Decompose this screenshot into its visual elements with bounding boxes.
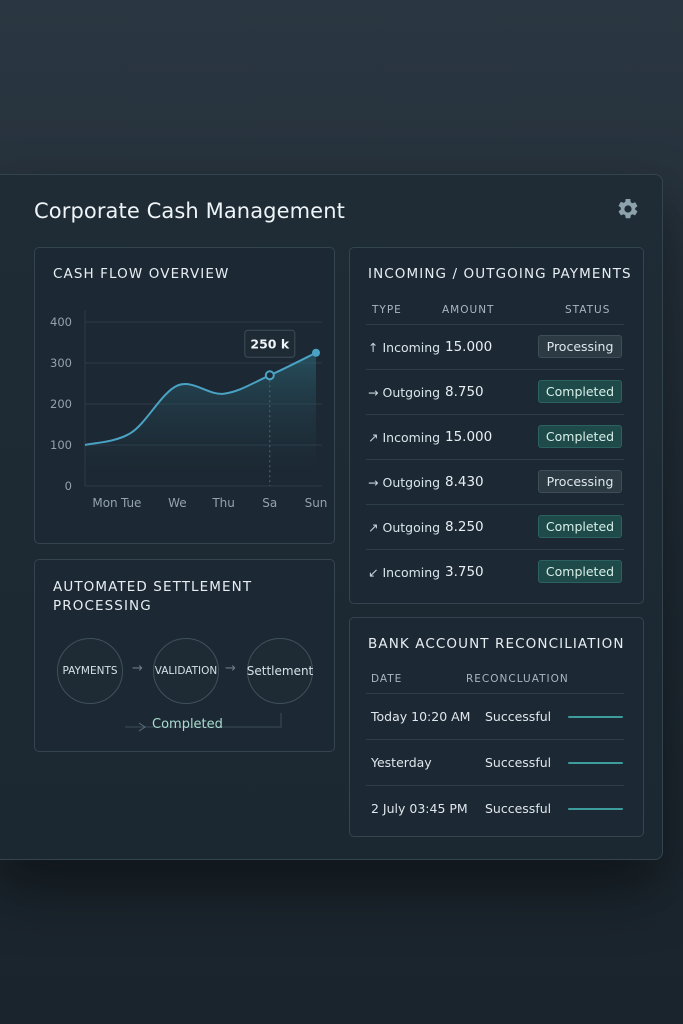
step-payments-node[interactable]: PAYMENTS (57, 638, 123, 704)
column-header-amount: AMOUNT (442, 304, 495, 316)
flow-arrow-icon: → (225, 661, 236, 676)
reconciliation-date: 2 July 03:45 PM (371, 801, 468, 816)
y-tick-label: 300 (50, 356, 72, 370)
data-point[interactable] (312, 348, 320, 357)
series-area (85, 352, 316, 486)
payment-type-label: Outgoing (382, 475, 441, 490)
payment-type: → Outgoing (368, 460, 440, 505)
x-tick-label: Thu (211, 496, 235, 510)
status-badge[interactable]: Completed (538, 425, 622, 448)
x-tick-label: Mon (92, 496, 117, 510)
step-validation-node[interactable]: VALIDATION (153, 638, 219, 704)
table-row[interactable]: → Outgoing 8.750 Completed (366, 369, 624, 414)
payment-amount: 8.430 (445, 474, 484, 490)
direction-arrow-icon: ↗ (368, 520, 379, 535)
column-header-type: TYPE (372, 304, 402, 316)
table-row[interactable]: Today 10:20 AM Successful (366, 693, 624, 739)
payments-title: INCOMING / OUTGOING PAYMENTS (368, 266, 632, 282)
app-title: Corporate Cash Management (34, 199, 345, 223)
status-badge[interactable]: Completed (538, 380, 622, 403)
direction-arrow-icon: → (368, 385, 379, 400)
direction-arrow-icon: ↗ (368, 430, 379, 445)
table-row[interactable]: 2 July 03:45 PM Successful (366, 785, 624, 831)
settlement-title: AUTOMATED SETTLEMENT PROCESSING (53, 579, 253, 614)
payment-type-label: Incoming (382, 340, 441, 355)
direction-arrow-icon: → (368, 475, 379, 490)
column-header-reconciliation: RECONCLUATION (466, 673, 569, 685)
payments-card: INCOMING / OUTGOING PAYMENTS TYPE AMOUNT… (349, 247, 644, 604)
gear-icon[interactable] (616, 197, 640, 221)
table-row[interactable]: → Outgoing 8.430 Processing (366, 459, 624, 504)
payment-type: ↑ Incoming (368, 325, 440, 370)
status-badge[interactable]: Processing (538, 335, 622, 358)
direction-arrow-icon: ↑ (368, 340, 379, 355)
step-settlement-node[interactable]: Settlement (247, 638, 313, 704)
settlement-connector (125, 713, 282, 732)
column-header-date: DATE (371, 673, 403, 685)
y-tick-label: 400 (50, 315, 72, 329)
reconciliation-date: Today 10:20 AM (371, 709, 471, 724)
payment-type-label: Outgoing (382, 520, 441, 535)
cash-flow-title: CASH FLOW OVERVIEW (53, 266, 230, 282)
reconciliation-indicator (568, 762, 623, 764)
cash-flow-card: CASH FLOW OVERVIEW 0 100 200 300 400 Mon Tue We… (34, 247, 335, 544)
table-row[interactable]: ↗ Incoming 15.000 Completed (366, 414, 624, 459)
table-row[interactable]: Yesterday Successful (366, 739, 624, 785)
x-tick-label: We (168, 496, 187, 510)
payment-amount: 8.750 (445, 384, 484, 400)
reconciliation-status: Successful (485, 755, 552, 770)
reconciliation-indicator (568, 808, 623, 810)
y-tick-label: 100 (50, 438, 72, 452)
payment-amount: 15.000 (445, 429, 493, 445)
data-point[interactable] (264, 370, 275, 381)
column-header-status: STATUS (565, 304, 611, 316)
y-tick-label: 0 (65, 479, 72, 493)
payment-type: ↗ Outgoing (368, 505, 440, 550)
payment-type: → Outgoing (368, 370, 440, 415)
table-row[interactable]: ↙ Incoming 3.750 Completed (366, 549, 624, 594)
chart-tooltip-text: 250 k (250, 336, 289, 351)
x-tick-label: Tue (120, 496, 142, 510)
payment-type-label: Incoming (382, 430, 441, 445)
cash-flow-chart: 0 100 200 300 400 Mon Tue We Thu Sa Sun 250 k (50, 310, 328, 510)
payment-amount: 3.750 (445, 564, 484, 580)
x-tick-label: Sun (305, 496, 328, 510)
direction-arrow-icon: ↙ (368, 565, 379, 580)
payment-type-label: Incoming (382, 565, 441, 580)
payment-type-label: Outgoing (382, 385, 441, 400)
reconciliation-indicator (568, 716, 623, 718)
status-badge[interactable]: Completed (538, 515, 622, 538)
payment-amount: 15.000 (445, 339, 493, 355)
reconciliation-title: BANK ACCOUNT RECONCILIATION (368, 636, 625, 652)
flow-arrow-icon: → (132, 661, 143, 676)
table-row[interactable]: ↗ Outgoing 8.250 Completed (366, 504, 624, 549)
reconciliation-status: Successful (485, 801, 552, 816)
status-badge[interactable]: Processing (538, 470, 622, 493)
payment-type: ↙ Incoming (368, 550, 440, 595)
table-row[interactable]: ↑ Incoming 15.000 Processing (366, 324, 624, 369)
settlement-card: AUTOMATED SETTLEMENT PROCESSING PAYMENTS… (34, 559, 335, 752)
y-tick-label: 200 (50, 397, 72, 411)
settlement-result: Completed (152, 717, 223, 732)
reconciliation-date: Yesterday (371, 755, 432, 770)
chart-tooltip (244, 329, 296, 358)
status-badge[interactable]: Completed (538, 560, 622, 583)
payment-amount: 8.250 (445, 519, 484, 535)
reconciliation-status: Successful (485, 709, 552, 724)
x-tick-label: Sa (262, 496, 277, 510)
payment-type: ↗ Incoming (368, 415, 440, 460)
reconciliation-card: BANK ACCOUNT RECONCILIATION DATE RECONCL… (349, 617, 644, 837)
dashboard-window: Corporate Cash Management CASH FLOW OVER… (0, 174, 663, 860)
